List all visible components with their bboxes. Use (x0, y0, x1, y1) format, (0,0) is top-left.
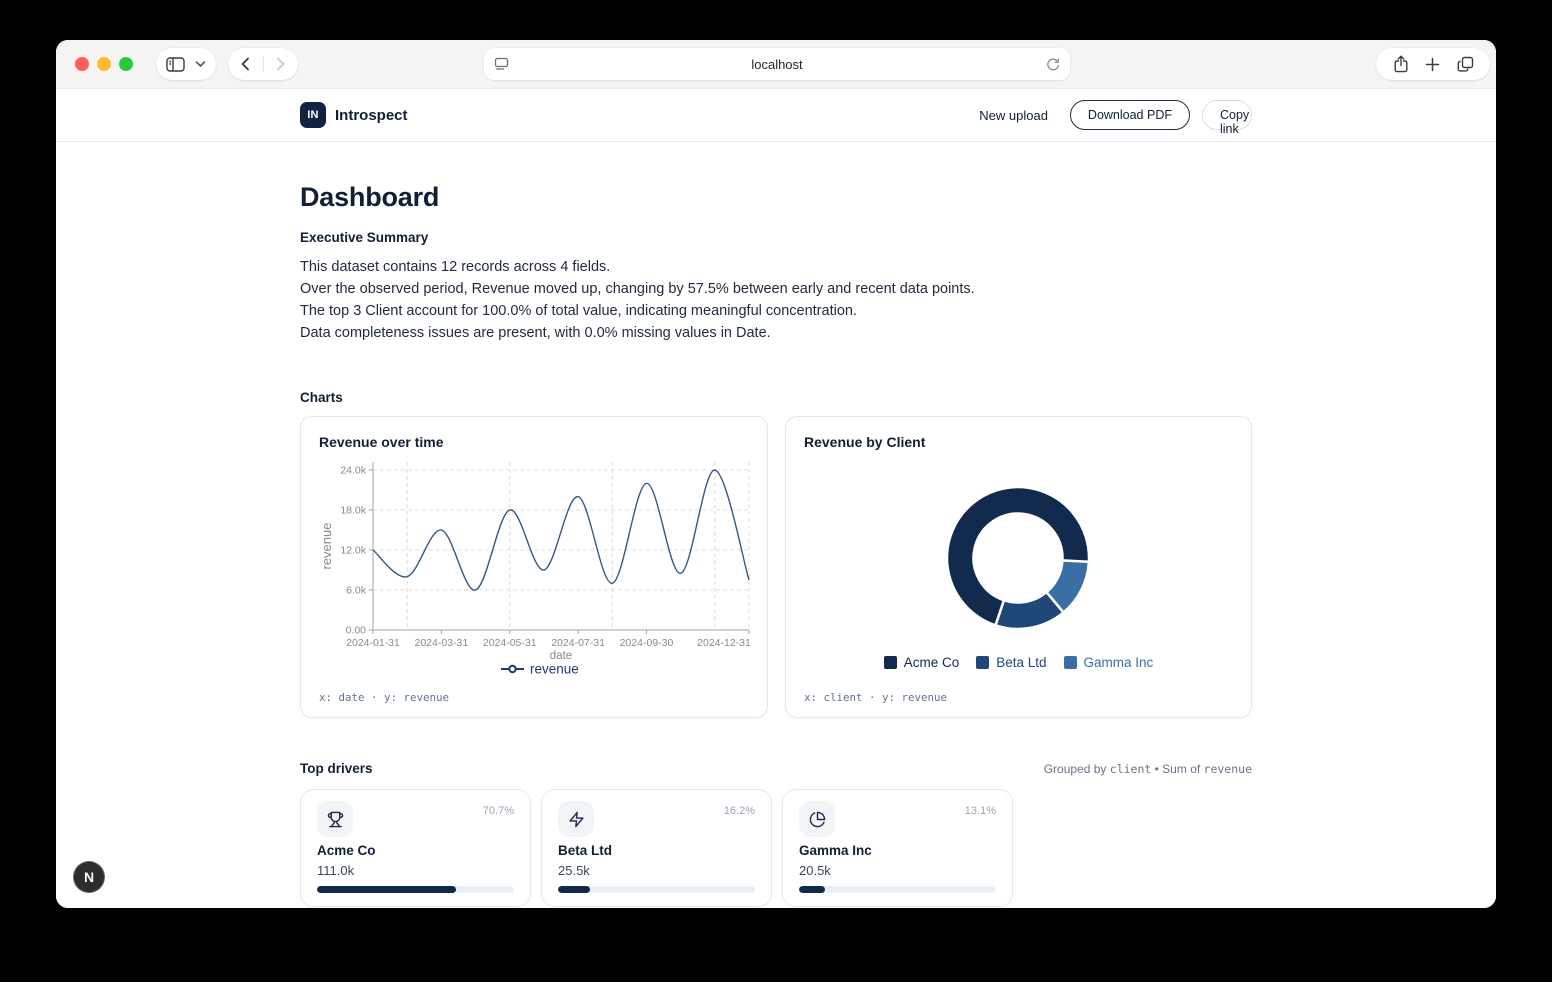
revenue-line-chart: 0.00 6.0k 12.0k 18.0k 24.0k 2024-01-31 2024-03… (319, 462, 751, 677)
nav-buttons-group (228, 48, 298, 80)
forward-button[interactable] (276, 57, 286, 71)
download-pdf-button[interactable]: Download PDF (1069, 100, 1190, 130)
driver-card-gamma-inc: 13.1% Gamma Inc 20.5k (782, 789, 1013, 907)
driver-name: Gamma Inc (799, 843, 872, 858)
zoom-window-button[interactable] (119, 57, 133, 71)
address-bar[interactable]: localhost (484, 48, 1070, 80)
page-content: Dashboard Executive Summary This dataset… (56, 142, 1496, 908)
zap-icon (558, 801, 594, 837)
summary-line: Data completeness issues are present, wi… (300, 325, 771, 341)
svg-text:revenue: revenue (319, 523, 334, 570)
traffic-lights (75, 57, 133, 71)
page-format-icon[interactable] (484, 57, 518, 71)
line-chart-axes-note: x: date · y: revenue (319, 691, 450, 704)
driver-progress-fill (558, 886, 590, 893)
svg-text:revenue: revenue (530, 662, 579, 677)
driver-progress-fill (317, 886, 457, 893)
donut-chart-axes-note: x: client · y: revenue (804, 691, 948, 704)
browser-window: localhost (56, 40, 1496, 908)
revenue-donut-chart (945, 485, 1091, 631)
svg-text:2024-01-31: 2024-01-31 (346, 637, 400, 649)
share-icon[interactable] (1393, 55, 1409, 73)
trophy-icon (317, 801, 353, 837)
driver-card-acme-co: 70.7% Acme Co 111.0k (300, 789, 531, 907)
svg-text:24.0k: 24.0k (340, 465, 366, 477)
revenue-line (372, 469, 750, 591)
driver-progress-track (317, 886, 514, 893)
donut-legend-item-acme-co[interactable]: Acme Co (883, 655, 960, 670)
summary-line: This dataset contains 12 records across … (300, 259, 611, 275)
svg-text:2024-03-31: 2024-03-31 (415, 637, 469, 649)
line-legend-item[interactable]: revenue (501, 662, 579, 677)
svg-text:2024-12-31: 2024-12-31 (697, 637, 751, 649)
driver-percentage: 70.7% (482, 805, 514, 817)
revenue-by-client-card: Revenue by Client Acme Co Beta Ltd Gamma I… (785, 416, 1252, 718)
svg-text:0.00: 0.00 (346, 625, 367, 637)
top-drivers-heading: Top drivers (300, 761, 373, 776)
revenue-over-time-card: Revenue over time 0.00 6.0k 12.0k 18.0k 24.0… (300, 416, 768, 718)
minimize-window-button[interactable] (97, 57, 111, 71)
copy-link-button[interactable]: Copy link (1202, 100, 1252, 136)
donut-legend-item-beta-ltd[interactable]: Beta Ltd (976, 655, 1047, 670)
svg-text:6.0k: 6.0k (346, 585, 367, 597)
new-upload-button[interactable]: New upload (979, 107, 1048, 123)
svg-text:12.0k: 12.0k (340, 545, 366, 557)
driver-card-beta-ltd: 16.2% Beta Ltd 25.5k (541, 789, 772, 907)
window-actions-group (1376, 48, 1490, 80)
driver-progress-fill (799, 886, 825, 893)
browser-toolbar: localhost (56, 40, 1496, 89)
close-window-button[interactable] (75, 57, 89, 71)
summary-line: The top 3 Client account for 100.0% of t… (300, 303, 857, 319)
driver-name: Acme Co (317, 843, 376, 858)
driver-percentage: 16.2% (723, 805, 755, 817)
donut-slice-acme-co (945, 485, 1091, 627)
legend-swatch (1063, 656, 1077, 669)
legend-swatch (883, 656, 897, 669)
driver-name: Beta Ltd (558, 843, 612, 858)
driver-value: 25.5k (558, 863, 590, 878)
chevron-down-icon[interactable] (195, 60, 206, 68)
svg-text:date: date (550, 650, 572, 662)
reload-icon[interactable] (1036, 57, 1070, 72)
svg-text:2024-07-31: 2024-07-31 (551, 637, 605, 649)
value-field: revenue (1203, 762, 1252, 776)
summary-line: Over the observed period, Revenue moved … (300, 281, 975, 297)
legend-swatch (976, 656, 990, 669)
nav-divider (262, 55, 264, 73)
svg-text:18.0k: 18.0k (340, 505, 366, 517)
back-button[interactable] (240, 57, 250, 71)
grouped-by-note: Grouped by client • Sum of revenue (1043, 762, 1252, 776)
legend-label: Gamma Inc (1083, 655, 1154, 670)
donut-legend-item-gamma-inc[interactable]: Gamma Inc (1063, 655, 1154, 670)
driver-value: 20.5k (799, 863, 831, 878)
new-tab-icon[interactable] (1425, 57, 1440, 72)
svg-text:2024-05-31: 2024-05-31 (483, 637, 537, 649)
sidebar-icon[interactable] (166, 56, 185, 73)
charts-heading: Charts (300, 390, 343, 405)
donut-chart-title: Revenue by Client (804, 434, 926, 450)
tab-overview-icon[interactable] (1457, 56, 1474, 73)
group-field: client (1109, 762, 1152, 776)
legend-label: Acme Co (903, 655, 960, 670)
brand-name: Introspect (335, 106, 408, 124)
driver-progress-track (558, 886, 755, 893)
donut-legend: Acme Co Beta Ltd Gamma Inc (786, 655, 1251, 670)
executive-summary-heading: Executive Summary (300, 230, 429, 245)
line-chart-title: Revenue over time (319, 434, 444, 450)
introspect-logo: IN (300, 102, 326, 128)
page-title: Dashboard (300, 182, 440, 212)
driver-progress-track (799, 886, 996, 893)
pie-chart-icon (799, 801, 835, 837)
driver-percentage: 13.1% (964, 805, 996, 817)
svg-text:2024-09-30: 2024-09-30 (620, 637, 674, 649)
site-header: IN Introspect New upload Download PDF Co… (56, 89, 1496, 142)
driver-value: 111.0k (317, 863, 355, 878)
nextjs-dev-badge[interactable]: N (73, 861, 105, 893)
url-text[interactable]: localhost (751, 56, 803, 72)
executive-summary: This dataset contains 12 records across … (300, 256, 1252, 344)
sidebar-toggle-group (156, 48, 216, 80)
legend-label: Beta Ltd (996, 655, 1047, 670)
